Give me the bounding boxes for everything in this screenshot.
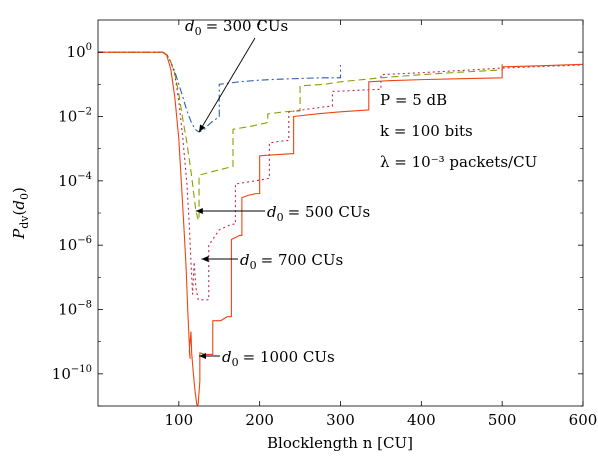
series-line-1 xyxy=(98,51,342,133)
param-lambda-text: λ = 10⁻³ packets/CU xyxy=(380,153,537,171)
param-lambda: λ = 10⁻³ packets/CU xyxy=(380,153,537,171)
x-tick-label: 200 xyxy=(245,411,274,429)
x-axis-label-text: Blocklength n [CU] xyxy=(267,434,413,452)
annotation-d500: d0 = 500 CUs xyxy=(267,203,370,224)
annotation-d700-label: d0 = 700 CUs xyxy=(240,251,343,272)
y-tick-label: 10−10 xyxy=(52,364,92,383)
annotation-arrowhead-d1000 xyxy=(199,353,207,359)
annotation-d500-text: = 500 CUs xyxy=(288,203,371,221)
annotation-d1000-text: = 1000 CUs xyxy=(243,348,335,366)
series-line-2 xyxy=(98,51,503,221)
param-k-text: k = 100 bits xyxy=(380,122,473,140)
x-tick-label: 100 xyxy=(165,411,194,429)
annotation-d700: d0 = 700 CUs xyxy=(240,251,343,272)
param-power: P = 5 dB xyxy=(380,91,447,109)
annotation-d1000-label: d0 = 1000 CUs xyxy=(222,348,335,369)
series-layer xyxy=(98,51,583,406)
annotation-arrow-d300 xyxy=(198,37,256,133)
x-tick-label: 500 xyxy=(488,411,517,429)
annotation-d1000: d0 = 1000 CUs xyxy=(222,348,335,369)
arrow-layer xyxy=(195,37,265,359)
x-axis-label: Blocklength n [CU] xyxy=(267,434,413,452)
y-axis-label: Pdv(d0) xyxy=(10,187,31,240)
x-tick-label: 600 xyxy=(569,411,598,429)
param-power-text: P = 5 dB xyxy=(380,91,447,109)
annotation-arrowhead-d700 xyxy=(201,256,209,262)
annotation-d700-text: = 700 CUs xyxy=(261,251,344,269)
x-tick-label: 300 xyxy=(326,411,355,429)
annotation-d300-label: d0 = 300 CUs xyxy=(185,17,288,38)
parameter-annotations: P = 5 dB k = 100 bits λ = 10⁻³ packets/C… xyxy=(380,91,537,171)
annotation-d500-label: d0 = 500 CUs xyxy=(267,203,370,224)
annotation-arrowhead-d500 xyxy=(195,208,203,214)
annotation-d300: d0 = 300 CUs xyxy=(185,17,288,38)
y-tick-label: 10−4 xyxy=(58,171,92,190)
y-tick-label: 10−2 xyxy=(58,107,92,126)
annotation-d300-text: = 300 CUs xyxy=(206,17,289,35)
ticks-layer: 100 200 300 400 500 600 100 10−2 10−4 10−6 10−8 10−… xyxy=(52,20,598,429)
annotation-arrowhead-d300 xyxy=(199,124,206,132)
y-tick-label: 100 xyxy=(67,42,92,61)
y-tick-label: 10−8 xyxy=(58,300,92,319)
x-tick-label: 400 xyxy=(407,411,436,429)
param-k: k = 100 bits xyxy=(380,122,473,140)
series-line-4 xyxy=(98,51,583,406)
y-tick-label: 10−6 xyxy=(58,235,92,254)
